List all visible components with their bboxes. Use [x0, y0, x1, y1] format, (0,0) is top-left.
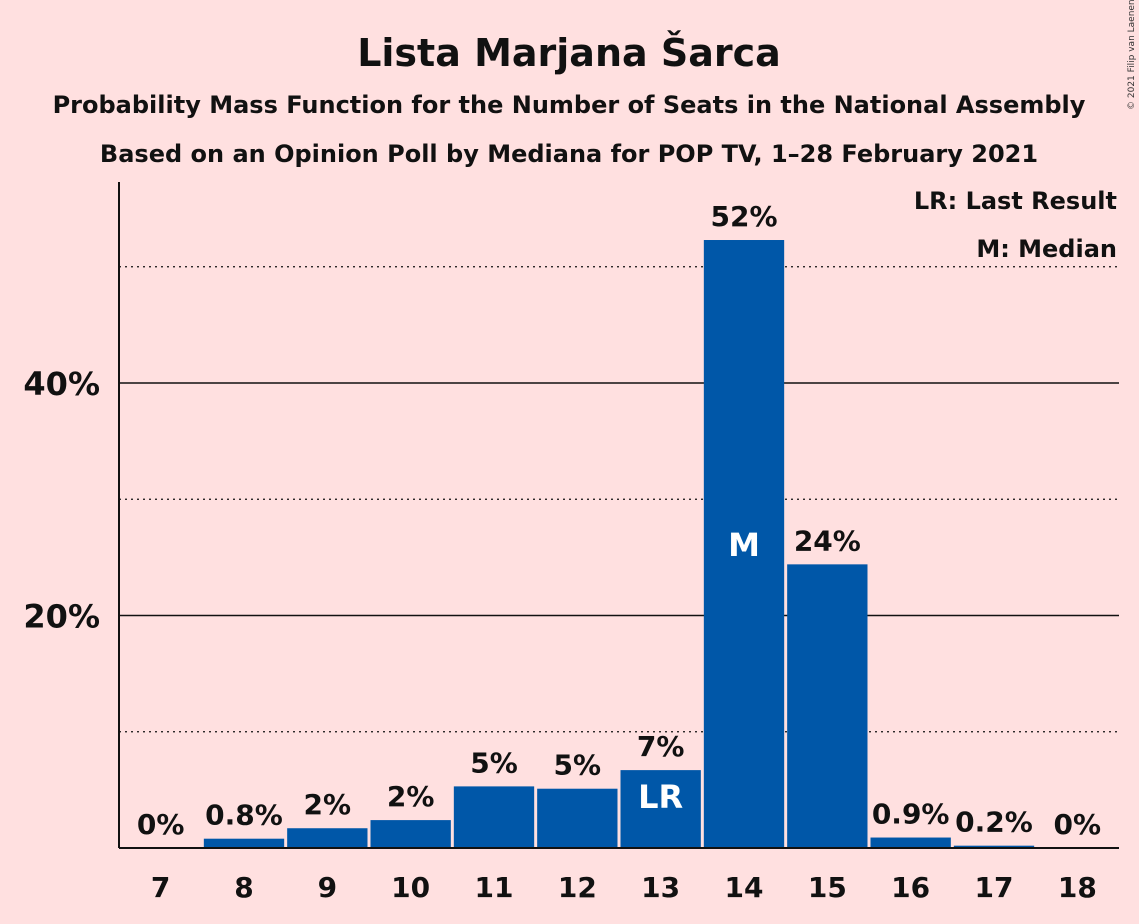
bar-value-label: 52%: [710, 200, 777, 233]
x-tick-label: 15: [808, 871, 847, 904]
legend-last-result: LR: Last Result: [914, 187, 1117, 215]
gridlines: [119, 266, 1119, 733]
x-tick-label: 16: [891, 871, 930, 904]
bar-seats-8: [203, 838, 285, 848]
bar-seats-12: [537, 788, 618, 848]
y-tick-label: 20%: [23, 598, 100, 636]
x-tick-label: 18: [1058, 871, 1097, 904]
bar-value-label: 2%: [387, 780, 435, 813]
chart-subtitle: Probability Mass Function for the Number…: [53, 91, 1086, 119]
x-tick-label: 7: [151, 871, 170, 904]
chart-title: Lista Marjana Šarca: [357, 31, 781, 75]
bar-seats-9: [287, 828, 368, 848]
bar-value-label: 0%: [1054, 808, 1102, 841]
bar-value-label: 24%: [794, 524, 861, 557]
bar-value-label: 0.8%: [205, 799, 283, 832]
bar-value-label: 0%: [137, 808, 185, 841]
x-tick-label: 17: [975, 871, 1014, 904]
bar-value-label: 0.2%: [955, 806, 1033, 839]
copyright-note: © 2021 Filip van Laenen: [1127, 0, 1137, 110]
bar-seats-14: [703, 240, 785, 848]
x-tick-label: 11: [475, 871, 514, 904]
x-tick-label: 12: [558, 871, 597, 904]
bar-labels: 0% 0.8% 2% 2% 5% 5% 7% LR 52% M 24% 0.9% 0.2% 0%: [137, 200, 1101, 841]
x-axis-ticks: 7 8 9 10 11 12 13 14 15 16 17 18: [151, 871, 1097, 904]
bar-seats-15: [787, 564, 868, 848]
bar-value-label: 5%: [470, 746, 518, 779]
last-result-marker: LR: [638, 778, 683, 816]
legend-median: M: Median: [976, 235, 1117, 263]
x-tick-label: 13: [641, 871, 680, 904]
x-tick-label: 9: [318, 871, 337, 904]
bar-seats-10: [370, 820, 451, 848]
y-axis-ticks: 20% 40%: [23, 365, 100, 636]
bar-value-label: 0.9%: [872, 798, 950, 831]
bar-value-label: 7%: [637, 730, 685, 763]
median-marker: M: [728, 526, 760, 564]
bars: [203, 240, 1035, 848]
bar-value-label: 5%: [554, 749, 602, 782]
bar-seats-16: [870, 837, 951, 848]
bar-seats-17: [953, 845, 1035, 848]
bar-seats-13: [620, 770, 701, 848]
x-tick-label: 8: [234, 871, 253, 904]
x-tick-label: 10: [391, 871, 430, 904]
y-tick-label: 40%: [23, 365, 100, 403]
bar-seats-11: [453, 786, 535, 848]
x-tick-label: 14: [725, 871, 764, 904]
bar-value-label: 2%: [304, 788, 352, 821]
chart-subtitle-source: Based on an Opinion Poll by Mediana for …: [100, 140, 1038, 168]
